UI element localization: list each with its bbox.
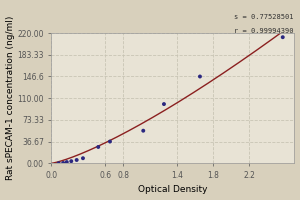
Point [198,75,203,78]
Point [162,102,167,106]
Point [108,140,112,143]
Y-axis label: Rat sPECAM-1 concentration (ng/ml): Rat sPECAM-1 concentration (ng/ml) [6,16,15,180]
Point [280,36,285,39]
Text: s = 0.77528501: s = 0.77528501 [235,14,294,20]
Point [69,160,74,163]
Point [56,162,61,165]
Point [74,158,79,162]
X-axis label: Optical Density: Optical Density [138,185,208,194]
Point [61,161,66,165]
Point [81,157,85,160]
Text: r = 0.99994390: r = 0.99994390 [235,28,294,34]
Point [64,160,69,164]
Point [141,129,146,132]
Point [96,145,101,149]
